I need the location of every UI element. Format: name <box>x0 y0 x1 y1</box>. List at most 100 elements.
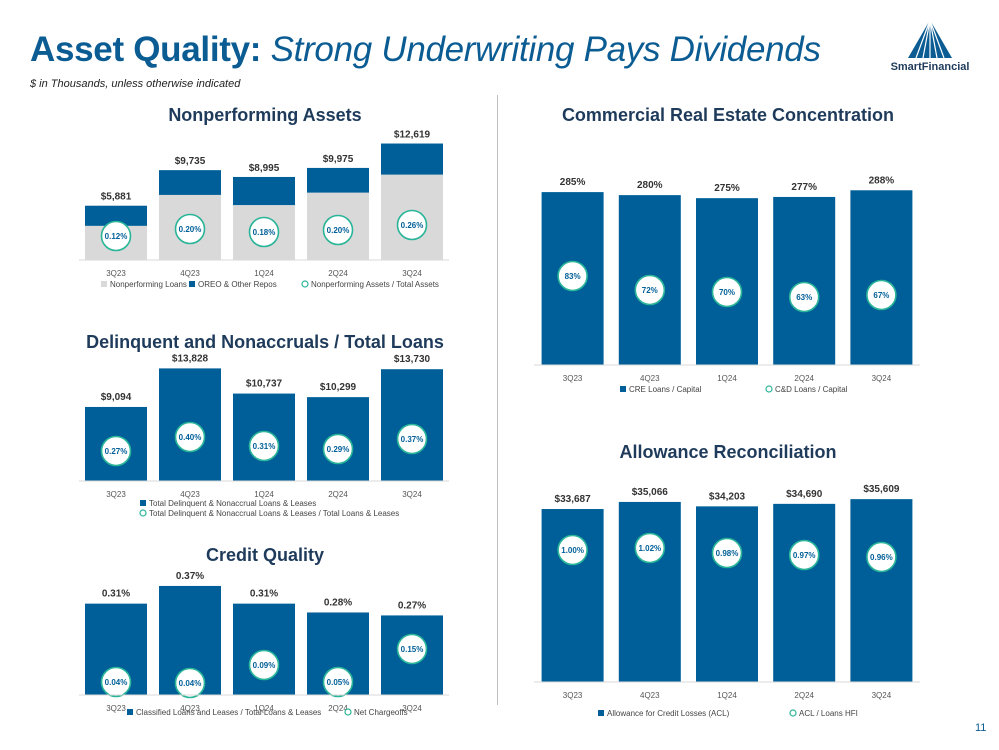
ratio-label: 0.15% <box>401 645 424 654</box>
chart-cre-concentration: Commercial Real Estate Concentration 285%… <box>534 105 920 394</box>
bar-oreo-repos <box>233 176 295 206</box>
ratio-label: 1.02% <box>638 544 661 553</box>
bar <box>850 499 913 682</box>
ratio-marker <box>174 213 206 245</box>
data-label: $13,828 <box>172 353 209 364</box>
data-label: 275% <box>714 183 740 194</box>
legend-label: Classified Loans and Leases / Total Loan… <box>136 708 321 717</box>
data-label: $12,619 <box>394 130 431 141</box>
ratio-marker <box>711 276 743 308</box>
legend-swatch <box>789 709 797 717</box>
data-label: 0.31% <box>102 589 130 600</box>
data-label: $10,299 <box>320 382 357 393</box>
data-label: 0.27% <box>398 600 426 611</box>
data-label: 280% <box>637 180 663 191</box>
ratio-label: 0.04% <box>105 678 128 687</box>
legend-swatch <box>344 708 352 716</box>
page-title: Asset Quality: Strong Underwriting Pays … <box>30 30 821 70</box>
x-tick-label: 3Q23 <box>106 269 126 278</box>
x-tick-label: 1Q24 <box>717 374 737 383</box>
ratio-label: 0.26% <box>401 221 424 230</box>
page-number: 11 <box>975 722 987 734</box>
ratio-marker <box>100 666 132 698</box>
legend-label: C&D Loans / Capital <box>775 385 848 394</box>
chart-allowance-reconciliation: Allowance Reconciliation $33,687 1.00% 3Q23… <box>534 442 920 718</box>
ratio-label: 0.98% <box>716 549 739 558</box>
ratio-marker <box>322 214 354 246</box>
ratio-marker <box>634 274 666 306</box>
chart-credit-quality: Credit Quality 0.31% 0.04% 3Q23 0.37% 0.04% 4Q… <box>79 545 449 717</box>
legend-swatch <box>139 509 147 517</box>
chart-title: Credit Quality <box>206 545 324 565</box>
x-tick-label: 3Q24 <box>402 269 422 278</box>
bar <box>233 603 295 695</box>
ratio-marker <box>788 539 820 571</box>
bar <box>773 503 836 682</box>
x-tick-label: 4Q23 <box>180 269 200 278</box>
data-label: $9,735 <box>175 156 206 167</box>
ratio-marker <box>248 216 280 248</box>
x-tick-label: 4Q23 <box>640 691 660 700</box>
ratio-marker <box>174 667 206 699</box>
legend-swatch <box>598 710 604 716</box>
chart-title: Nonperforming Assets <box>168 105 361 125</box>
x-tick-label: 3Q24 <box>872 374 892 383</box>
data-label: $13,730 <box>394 354 431 365</box>
logo-mark-icon <box>908 19 952 59</box>
ratio-marker <box>248 649 280 681</box>
company-logo: SmartFinancial <box>880 18 980 76</box>
ratio-label: 0.97% <box>793 551 816 560</box>
x-tick-label: 2Q24 <box>794 691 814 700</box>
x-tick-label: 3Q24 <box>402 490 422 499</box>
x-tick-label: 3Q23 <box>106 490 126 499</box>
ratio-label: 0.29% <box>327 445 350 454</box>
x-tick-label: 3Q23 <box>106 704 126 713</box>
ratio-label: 0.27% <box>105 447 128 456</box>
ratio-label: 0.31% <box>253 442 276 451</box>
legend-label: CRE Loans / Capital <box>629 385 702 394</box>
legend-swatch <box>765 385 773 393</box>
units-note: $ in Thousands, unless otherwise indicat… <box>30 78 241 90</box>
data-label: $35,609 <box>863 484 900 495</box>
ratio-marker <box>322 433 354 465</box>
ratio-label: 0.05% <box>327 678 350 687</box>
ratio-marker <box>557 534 588 566</box>
ratio-marker <box>634 532 666 564</box>
legend-label: Total Delinquent & Nonaccrual Loans & Le… <box>149 509 399 518</box>
x-tick-label: 4Q23 <box>180 490 200 499</box>
column-divider <box>497 95 498 705</box>
legend-label: ACL / Loans HFI <box>799 709 858 718</box>
ratio-marker <box>866 541 897 573</box>
x-tick-label: 1Q24 <box>254 269 274 278</box>
data-label: 0.37% <box>176 571 204 582</box>
data-label: 285% <box>560 177 586 188</box>
chart-nonperforming-assets: Nonperforming Assets $5,881 0.12% 3Q23 $9,73… <box>79 105 449 289</box>
ratio-label: 0.96% <box>870 553 893 562</box>
bar-oreo-repos <box>159 170 221 195</box>
ratio-label: 0.09% <box>253 661 276 670</box>
title-bold: Asset Quality: <box>30 30 262 69</box>
chart-delinquent-nonaccruals: Delinquent and Nonaccruals / Total Loans… <box>79 332 449 518</box>
ratio-marker <box>100 220 132 252</box>
legend-label: OREO & Other Repos <box>198 280 277 289</box>
ratio-label: 63% <box>796 293 812 302</box>
legend-swatch <box>127 709 133 715</box>
ratio-label: 83% <box>565 272 581 281</box>
ratio-marker <box>248 430 280 462</box>
ratio-marker <box>788 281 820 313</box>
chart-title: Allowance Reconciliation <box>619 442 836 462</box>
x-tick-label: 2Q24 <box>328 704 348 713</box>
x-tick-label: 3Q23 <box>563 691 583 700</box>
legend-label: Nonperforming Loans <box>110 280 187 289</box>
bar-oreo-repos <box>307 167 369 193</box>
legend-label: Net Chargeoffs <box>354 708 408 717</box>
ratio-label: 0.37% <box>401 435 424 444</box>
ratio-label: 67% <box>873 291 889 300</box>
x-tick-label: 1Q24 <box>254 490 274 499</box>
legend-swatch <box>140 500 146 506</box>
ratio-label: 0.04% <box>179 679 202 688</box>
x-tick-label: 2Q24 <box>328 269 348 278</box>
data-label: $34,690 <box>786 489 823 500</box>
legend-label: Total Delinquent & Nonaccrual Loans & Le… <box>149 499 316 508</box>
ratio-marker <box>711 537 743 569</box>
